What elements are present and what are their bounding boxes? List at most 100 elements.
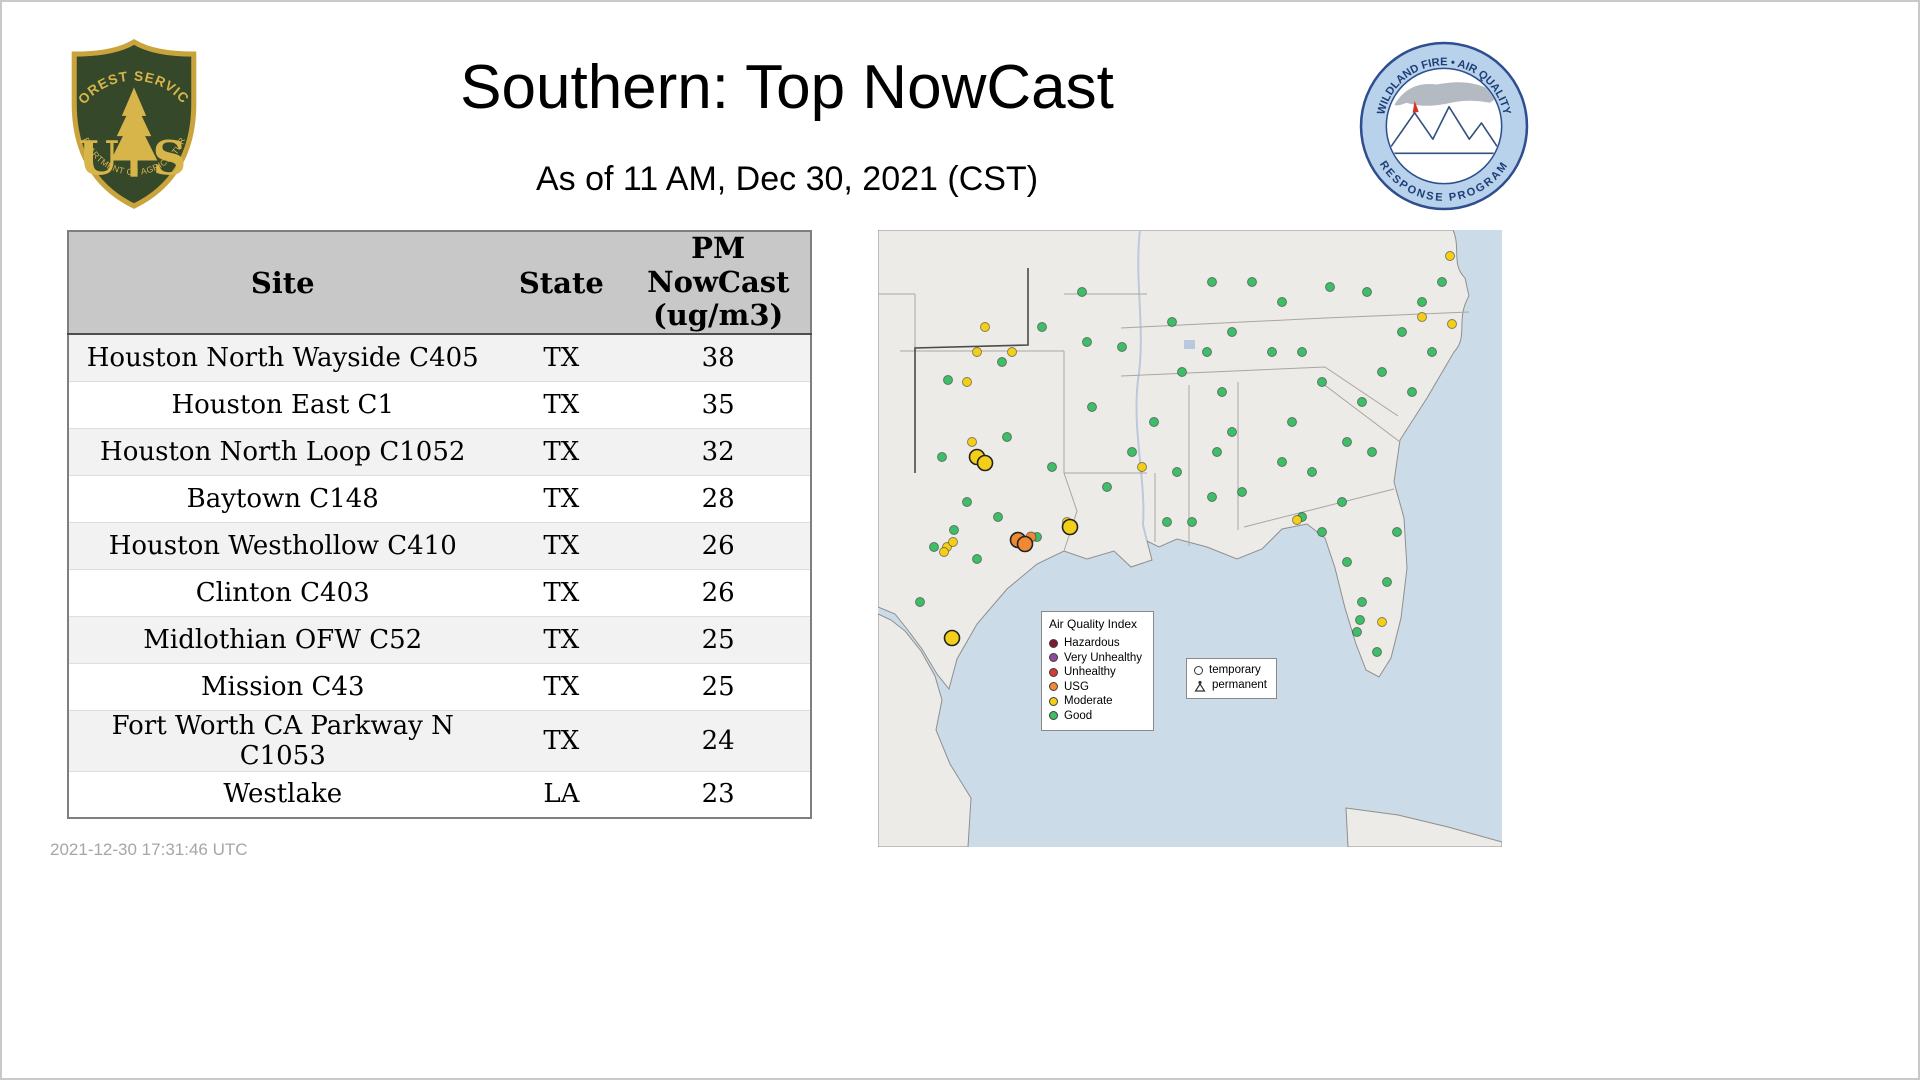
monitor-dot-good-permanent <box>1227 427 1237 437</box>
monitor-dot-good-permanent <box>1082 337 1092 347</box>
monitor-dot-good-permanent <box>1357 397 1367 407</box>
monitor-dot-moderate-permanent <box>939 547 949 557</box>
table-row: Houston North Loop C1052 TX 32 <box>68 428 811 475</box>
monitor-dot-moderate-permanent <box>1137 462 1147 472</box>
monitor-dot-good-permanent <box>1367 447 1377 457</box>
wfaqrp-logo: WILDLAND FIRE • AIR QUALITY RESPONSE PRO… <box>1359 41 1529 211</box>
map-points <box>915 251 1457 657</box>
monitor-dot-good-permanent <box>1342 557 1352 567</box>
monitor-dot-good-permanent <box>1202 347 1212 357</box>
monitor-dot-good-permanent <box>1342 437 1352 447</box>
monitor-dot-good-permanent <box>1317 527 1327 537</box>
monitor-dot-good-permanent <box>1325 282 1335 292</box>
monitor-dot-good-permanent <box>1247 277 1257 287</box>
monitor-dot-good-permanent <box>1047 462 1057 472</box>
state-cell: TX <box>543 342 580 373</box>
monitor-dot-good-permanent <box>915 597 925 607</box>
monitor-dot-good-permanent <box>1177 367 1187 377</box>
monitor-dot-good-permanent <box>1397 327 1407 337</box>
table-row: Houston North Wayside C405 TX 38 <box>68 334 811 381</box>
monitor-dot-good-permanent <box>1437 277 1447 287</box>
aqi-legend-dot-icon <box>1049 696 1058 706</box>
monitor-dot-moderate-permanent <box>962 377 972 387</box>
table-header-row: Site State PM NowCast (ug/m3) <box>68 231 811 335</box>
monitor-dot-good-permanent <box>1002 432 1012 442</box>
table-body: Houston North Wayside C405 TX 38 Houston Ea… <box>68 334 811 818</box>
monitor-dot-good-permanent <box>1307 467 1317 477</box>
state-cell: TX <box>543 530 580 561</box>
map-river <box>1135 230 1148 542</box>
monitor-dot-good-permanent <box>1127 447 1137 457</box>
marker-legend-temporary-row: temporary <box>1194 663 1267 678</box>
table-row: Mission C43 TX 25 <box>68 663 811 710</box>
site-cell: Mission C43 <box>200 671 365 702</box>
monitor-dot-good-permanent <box>1037 322 1047 332</box>
state-cell: TX <box>543 436 580 467</box>
marker-legend-permanent-row: permanent <box>1194 678 1267 693</box>
pm-nowcast-cell: 25 <box>701 671 735 702</box>
monitor-dot-good-permanent <box>1207 277 1217 287</box>
monitor-dot-moderate-permanent <box>1007 347 1017 357</box>
monitor-dot-good-permanent <box>962 497 972 507</box>
map-region-boundary <box>914 268 1029 473</box>
monitor-dot-good-permanent <box>1172 467 1182 477</box>
monitor-dot-good-permanent <box>1382 577 1392 587</box>
state-cell: TX <box>543 577 580 608</box>
monitor-dot-good-permanent <box>1207 492 1217 502</box>
monitor-dot-good-permanent <box>1102 482 1112 492</box>
smoke-plume-icon <box>1394 82 1496 106</box>
basemap-svg <box>878 230 1502 847</box>
table-row: Houston Westhollow C410 TX 26 <box>68 522 811 569</box>
aqi-legend-label: Moderate <box>1064 695 1113 708</box>
table-row: Baytown C148 TX 28 <box>68 475 811 522</box>
monitor-dot-good-permanent <box>1337 497 1347 507</box>
permanent-marker-icon <box>1194 680 1206 692</box>
monitor-dot-good-permanent <box>993 512 1003 522</box>
site-cell: Houston North Loop C1052 <box>100 436 466 467</box>
usfs-logo: FOREST SERVICE U S DEPARTMENT OF AGRICUL… <box>58 36 197 209</box>
monitor-dot-good-permanent <box>1377 367 1387 377</box>
table-row: Clinton C403 TX 26 <box>68 569 811 616</box>
map-land-mexico <box>878 613 972 847</box>
aqi-legend-item: Very Unhealthy <box>1049 651 1147 666</box>
monitor-dot-good-permanent <box>949 525 959 535</box>
site-cell: Houston East C1 <box>171 389 394 420</box>
monitor-dot-good-permanent <box>929 542 939 552</box>
temporary-marker-label: temporary <box>1209 664 1261 677</box>
aqi-legend-label: Hazardous <box>1064 637 1120 650</box>
aqi-legend-dot-icon <box>1049 667 1058 677</box>
monitor-dot-good-permanent <box>1237 487 1247 497</box>
monitor-dot-good-permanent <box>1297 347 1307 357</box>
monitor-dot-good-permanent <box>1372 647 1382 657</box>
monitor-dot-good-permanent <box>1355 615 1365 625</box>
site-cell: Houston Westhollow C410 <box>108 530 457 561</box>
aqi-legend-dot-icon <box>1049 638 1058 648</box>
monitor-dot-good-permanent <box>1277 457 1287 467</box>
monitor-dot-good-permanent <box>1277 297 1287 307</box>
pm-nowcast-cell: 28 <box>701 483 735 514</box>
monitor-dot-good-permanent <box>1362 287 1372 297</box>
monitor-dot-good-permanent <box>1417 297 1427 307</box>
table-header: Site State PM NowCast (ug/m3) <box>68 231 811 335</box>
col-header-site: Site <box>68 231 497 335</box>
pm-nowcast-cell: 24 <box>701 725 735 756</box>
monitor-dot-moderate-permanent <box>1445 251 1455 261</box>
monitor-dot-good-permanent <box>1267 347 1277 357</box>
map-lake <box>1184 340 1195 349</box>
monitor-dot-good-permanent <box>1407 387 1417 397</box>
monitor-dot-moderate-temporary <box>976 454 994 472</box>
monitor-dot-usg-temporary <box>1016 535 1034 553</box>
nowcast-table: Site State PM NowCast (ug/m3) Houston No… <box>67 230 812 819</box>
monitor-dot-good-permanent <box>937 452 947 462</box>
site-cell: Westlake <box>223 779 343 810</box>
table-row: Houston East C1 TX 35 <box>68 381 811 428</box>
monitor-dot-moderate-permanent <box>1447 319 1457 329</box>
aqi-legend-label: Good <box>1064 709 1093 722</box>
monitor-dot-moderate-permanent <box>948 537 958 547</box>
site-cell: Midlothian OFW C52 <box>143 624 423 655</box>
monitor-dot-moderate-temporary <box>1061 518 1079 536</box>
state-cell: TX <box>543 624 580 655</box>
temporary-marker-icon <box>1194 666 1203 675</box>
monitor-dot-moderate-permanent <box>1417 312 1427 322</box>
pm-nowcast-cell: 38 <box>701 342 735 373</box>
